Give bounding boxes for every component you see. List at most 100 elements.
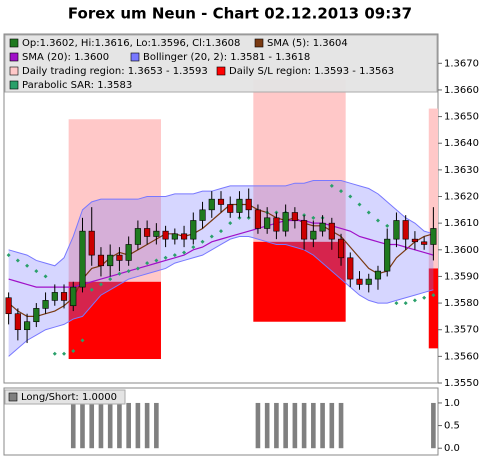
- legend-box: [4, 389, 126, 405]
- sar-dot: [62, 351, 67, 356]
- candle-body: [162, 230, 169, 240]
- bar: [154, 402, 159, 449]
- candle-body: [97, 254, 105, 267]
- bar: [126, 402, 131, 449]
- bar: [274, 402, 279, 449]
- legend-swatch: [9, 38, 19, 48]
- bar: [89, 402, 95, 449]
- candle-body: [337, 238, 345, 259]
- candle-body: [374, 270, 382, 280]
- sar-dot: [52, 351, 57, 356]
- candle-body: [328, 222, 335, 240]
- candle-body: [144, 228, 151, 237]
- bar: [264, 402, 270, 449]
- bar: [255, 402, 261, 449]
- sar-dot: [403, 301, 408, 306]
- legend-label: Daily S/L region: 1.3593 - 1.3563: [229, 66, 394, 77]
- bar: [320, 402, 325, 449]
- candle-body: [236, 198, 243, 213]
- legend-label: Op:1.3602, Hi:1.3616, Lo:1.3596, Cl:1.36…: [22, 38, 240, 49]
- sar-dot: [228, 221, 233, 226]
- candle-body: [208, 198, 215, 211]
- legend-label: SMA (5): 1.3604: [267, 38, 348, 49]
- sar-dot: [394, 301, 399, 306]
- legend-swatch: [9, 66, 19, 76]
- legend-swatch: [216, 66, 226, 76]
- candle-body: [217, 198, 225, 205]
- candle-body: [5, 297, 12, 315]
- bar: [283, 402, 288, 449]
- bar: [98, 402, 104, 449]
- sar-dot: [422, 295, 427, 300]
- candle-body: [33, 308, 40, 323]
- candle-body: [384, 238, 391, 272]
- bar: [431, 402, 436, 449]
- y-tick-label: 1.3650: [444, 112, 479, 123]
- y-tick-label: 1.3620: [444, 192, 479, 203]
- candle-body: [347, 257, 354, 280]
- y-tick-label: 1.3560: [444, 351, 479, 362]
- y-tick-label: 1.3640: [444, 138, 479, 149]
- sar-dot: [311, 215, 316, 220]
- candle-body: [310, 230, 317, 240]
- sar-dot: [182, 250, 187, 255]
- candle-body: [171, 233, 178, 240]
- y-tick-label: 1.3570: [444, 325, 479, 336]
- sar-dot: [34, 269, 39, 274]
- candle-body: [245, 198, 252, 211]
- sar-dot: [154, 258, 159, 263]
- candle-body: [254, 209, 262, 229]
- bar: [80, 402, 85, 449]
- sar-dot: [329, 183, 334, 188]
- candle-body: [125, 244, 132, 261]
- bar: [311, 402, 316, 449]
- sar-dot: [108, 277, 113, 282]
- sar-dot: [219, 229, 223, 234]
- y-tick-label: 1.0: [444, 398, 460, 409]
- sl-region: [253, 241, 346, 322]
- sar-dot: [172, 253, 177, 258]
- sar-dot: [43, 274, 48, 279]
- candle-body: [282, 212, 289, 232]
- candle-body: [319, 222, 326, 232]
- legend-swatch: [130, 52, 140, 62]
- y-tick-label: 1.3580: [444, 298, 479, 309]
- bar: [329, 402, 335, 449]
- y-tick-label: 1.3590: [444, 271, 479, 282]
- y-tick-label: 1.3600: [444, 245, 479, 256]
- candle-body: [421, 241, 428, 245]
- sl-region: [428, 268, 438, 349]
- candle-body: [411, 238, 418, 243]
- sar-dot: [200, 239, 205, 244]
- candle-body: [190, 220, 197, 240]
- sar-dot: [431, 293, 436, 298]
- sar-dot: [375, 218, 380, 223]
- y-tick-label: 1.3670: [444, 58, 479, 69]
- candle-body: [227, 204, 234, 213]
- bar: [135, 402, 141, 449]
- bar: [107, 402, 113, 449]
- candle-body: [365, 278, 372, 285]
- legend-label: Long/Short: 1.0000: [21, 392, 117, 403]
- legend-label: Bollinger (20, 2): 1.3581 - 1.3618: [143, 52, 310, 63]
- sar-dot: [117, 271, 122, 276]
- bar: [144, 402, 150, 449]
- sar-dot: [385, 223, 390, 228]
- y-tick-label: 1.3610: [444, 218, 479, 229]
- trading-region: [428, 108, 438, 269]
- sl-region: [68, 281, 161, 360]
- candle-body: [88, 230, 95, 256]
- candle-body: [70, 286, 77, 307]
- candle-body: [14, 313, 21, 331]
- sma-line: [8, 219, 434, 288]
- legend-swatch: [8, 392, 18, 402]
- sar-dot: [15, 258, 20, 263]
- candle-body: [430, 228, 437, 245]
- trading-region: [253, 79, 346, 242]
- bollinger-lower: [8, 235, 434, 357]
- bollinger-upper: [8, 180, 434, 267]
- sar-dot: [348, 194, 353, 199]
- sar-dot: [80, 338, 85, 343]
- sar-dot: [209, 234, 214, 239]
